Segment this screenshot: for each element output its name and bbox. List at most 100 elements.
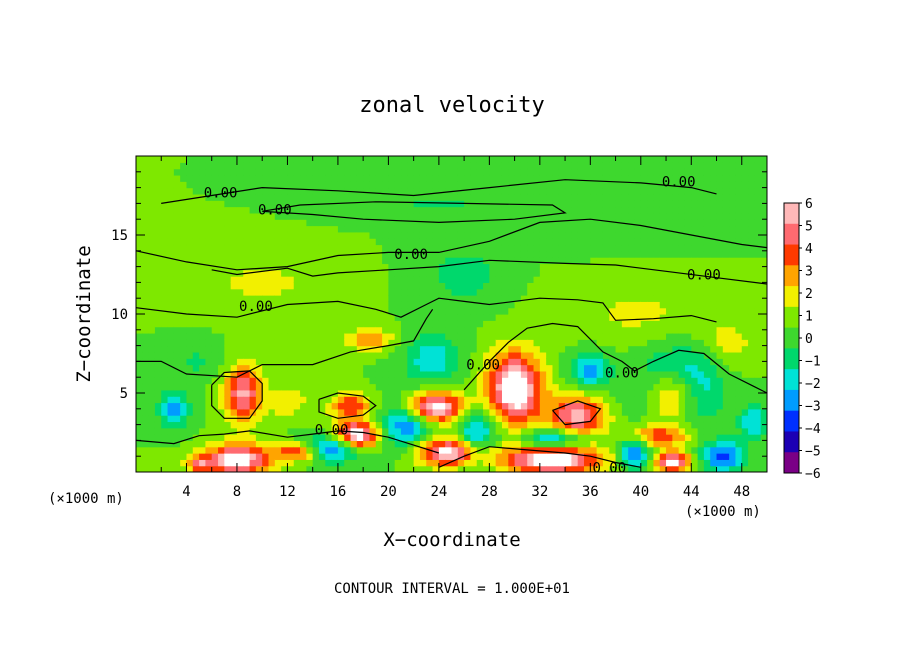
field-cell — [741, 225, 749, 233]
field-cell — [596, 200, 604, 208]
field-cell — [653, 263, 661, 271]
field-cell — [520, 162, 528, 170]
field-cell — [640, 459, 648, 467]
field-cell — [697, 402, 705, 410]
field-cell — [590, 168, 598, 176]
field-cell — [565, 465, 572, 472]
field-cell — [268, 446, 276, 454]
field-cell — [584, 339, 591, 347]
field-cell — [281, 314, 289, 321]
field-cell — [300, 345, 307, 353]
field-cell — [748, 238, 755, 246]
field-cell — [192, 314, 200, 321]
field-cell — [729, 377, 737, 385]
field-cell — [754, 383, 762, 391]
field-cell — [748, 314, 755, 321]
field-cell — [224, 238, 232, 246]
field-cell — [741, 200, 749, 208]
field-cell — [710, 181, 718, 189]
field-cell — [527, 415, 535, 423]
field-cell — [571, 193, 579, 201]
field-cell — [520, 358, 528, 366]
field-cell — [716, 187, 724, 195]
field-cell — [363, 453, 371, 460]
field-cell — [199, 168, 207, 176]
field-cell — [628, 434, 636, 441]
field-cell — [432, 231, 440, 239]
field-cell — [350, 377, 358, 385]
field-cell — [382, 263, 389, 271]
field-cell — [628, 465, 636, 472]
field-cell — [590, 421, 598, 429]
field-cell — [363, 370, 371, 378]
field-cell — [356, 314, 364, 321]
field-cell — [426, 269, 434, 277]
field-cell — [331, 351, 339, 359]
field-cell — [274, 301, 282, 309]
field-cell — [691, 162, 699, 170]
field-cell — [653, 162, 661, 170]
field-cell — [558, 295, 566, 302]
field-cell — [445, 244, 453, 252]
field-cell — [729, 446, 737, 454]
field-cell — [609, 231, 617, 239]
field-cell — [735, 200, 743, 208]
field-cell — [628, 351, 636, 359]
field-cell — [161, 446, 169, 454]
field-cell — [154, 332, 162, 340]
field-cell — [716, 206, 724, 214]
field-cell — [621, 257, 629, 265]
field-cell — [312, 174, 320, 182]
field-cell — [369, 174, 377, 182]
field-cell — [337, 212, 345, 220]
field-cell — [218, 345, 225, 353]
field-cell — [684, 314, 692, 321]
field-cell — [697, 364, 705, 372]
field-cell — [218, 351, 225, 359]
field-cell — [161, 238, 169, 246]
field-cell — [621, 427, 629, 435]
field-cell — [274, 377, 282, 385]
field-cell — [325, 383, 333, 391]
field-cell — [432, 238, 440, 246]
field-cell — [533, 370, 541, 378]
field-cell — [199, 370, 207, 378]
field-cell — [192, 421, 200, 429]
field-cell — [596, 370, 604, 378]
field-cell — [703, 244, 711, 252]
field-cell — [293, 168, 301, 176]
field-cell — [154, 282, 162, 290]
field-cell — [659, 440, 667, 448]
field-cell — [754, 434, 762, 441]
field-cell — [602, 212, 610, 220]
field-cell — [590, 295, 598, 302]
field-cell — [615, 339, 623, 347]
field-cell — [609, 269, 617, 277]
field-cell — [186, 168, 194, 176]
field-cell — [571, 206, 579, 214]
field-cell — [236, 301, 244, 309]
field-cell — [602, 244, 610, 252]
field-cell — [653, 200, 661, 208]
field-cell — [640, 434, 648, 441]
field-cell — [432, 332, 440, 340]
field-cell — [729, 459, 737, 467]
field-cell — [464, 421, 472, 429]
field-cell — [710, 162, 718, 170]
field-cell — [760, 257, 767, 265]
field-cell — [268, 453, 276, 460]
field-cell — [571, 219, 579, 227]
field-cell — [382, 351, 389, 359]
field-cell — [438, 370, 446, 378]
field-cell — [224, 459, 232, 467]
field-cell — [508, 193, 516, 201]
field-cell — [640, 364, 648, 372]
field-cell — [609, 427, 617, 435]
field-cell — [609, 326, 617, 334]
field-cell — [703, 421, 711, 429]
field-cell — [413, 187, 421, 195]
field-cell — [394, 225, 402, 233]
field-cell — [451, 250, 459, 258]
field-cell — [419, 187, 427, 195]
field-cell — [464, 358, 472, 366]
